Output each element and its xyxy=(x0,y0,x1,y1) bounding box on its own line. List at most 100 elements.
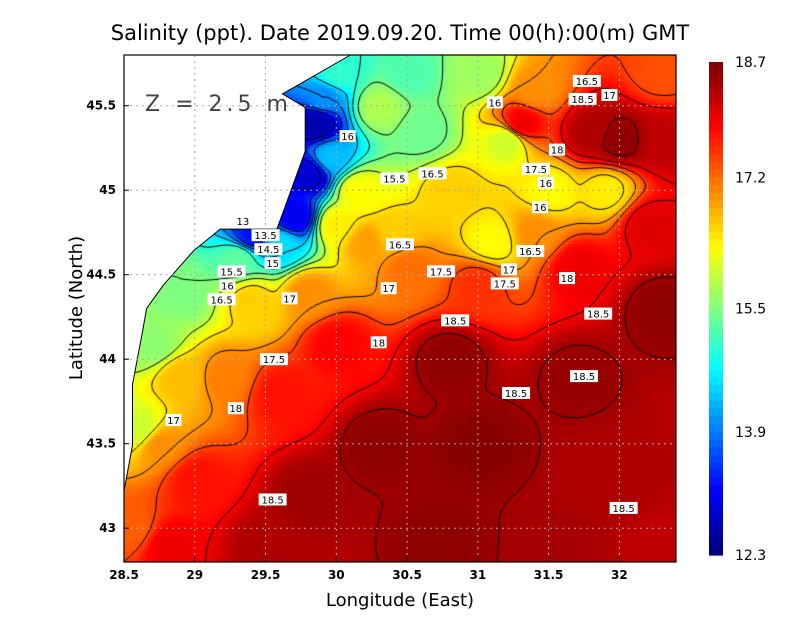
contour-label-bg xyxy=(532,201,549,214)
colorbar-swatch xyxy=(709,316,723,325)
contour-label-bg xyxy=(380,172,409,185)
colorbar: 12.3 13.9 15.5 17.2 18.7 xyxy=(709,55,766,564)
contour-label-bg xyxy=(537,176,554,189)
contour-label: 18 xyxy=(561,274,574,285)
colorbar-swatch xyxy=(709,501,723,510)
y-tick-label: 43 xyxy=(99,521,116,535)
contour-label-bg xyxy=(516,245,545,258)
colorbar-swatch xyxy=(709,85,723,94)
land-mask xyxy=(123,54,351,492)
contour-label: 17 xyxy=(503,265,516,276)
colorbar-swatch xyxy=(709,100,723,109)
colorbar-swatch xyxy=(709,508,723,518)
y-tick-label: 43.5 xyxy=(86,437,116,451)
chart-title: Salinity (ppt). Date 2019.09.20. Time 00… xyxy=(111,21,690,45)
contour-label: 16.5 xyxy=(211,295,233,306)
colorbar-swatch xyxy=(709,239,723,248)
colorbar-swatch xyxy=(709,246,723,256)
y-tick-label: 44 xyxy=(99,352,116,366)
colorbar-swatch xyxy=(709,531,723,541)
colorbar-swatch xyxy=(709,185,723,194)
colorbar-swatch xyxy=(709,462,723,471)
contour-label: 18 xyxy=(372,338,385,349)
contour-label: 15.5 xyxy=(220,267,242,278)
colorbar-swatch xyxy=(709,439,723,448)
contour-label: 18.5 xyxy=(571,95,593,106)
colorbar-swatch xyxy=(709,362,723,371)
contour-label: 16 xyxy=(539,179,552,190)
colorbar-swatch xyxy=(709,192,723,202)
contour-label-bg xyxy=(584,307,613,320)
contour-label-bg xyxy=(521,162,550,175)
colorbar-swatch xyxy=(709,408,723,417)
contour-label: 18.5 xyxy=(444,316,466,327)
colorbar-swatch xyxy=(709,354,723,364)
colorbar-swatch xyxy=(709,131,723,140)
contour-label-bg xyxy=(490,277,519,290)
colorbar-swatch xyxy=(709,277,723,286)
x-tick-label: 28.5 xyxy=(109,568,139,582)
colorbar-swatch xyxy=(709,154,723,163)
y-tick-label: 45 xyxy=(99,183,116,197)
colorbar-swatch xyxy=(709,493,723,502)
colorbar-swatch xyxy=(709,470,723,479)
colorbar-swatch xyxy=(709,77,723,86)
colorbar-swatch xyxy=(709,169,723,179)
y-tick-label: 45.5 xyxy=(86,99,116,113)
land-area xyxy=(124,55,351,491)
contour-label: 17.5 xyxy=(263,355,285,366)
contour-label: 16 xyxy=(488,98,501,109)
colorbar-swatch xyxy=(709,177,723,186)
contour-label: 18.5 xyxy=(573,372,595,383)
colorbar-swatch xyxy=(709,108,723,117)
colorbar-swatch xyxy=(709,139,723,148)
x-tick-label: 30 xyxy=(328,568,345,582)
contour-label-bg xyxy=(234,215,251,228)
contour-label: 15.5 xyxy=(383,174,405,185)
colorbar-swatch xyxy=(709,262,723,271)
colorbar-swatch xyxy=(709,146,723,156)
contour-label-bg xyxy=(207,293,236,306)
grid-lines xyxy=(124,55,676,562)
colorbar-swatch xyxy=(709,285,723,294)
contour-label: 16.5 xyxy=(576,77,598,88)
contour-label-bg xyxy=(559,272,576,285)
x-tick-label: 32 xyxy=(611,568,628,582)
contour-label: 18.5 xyxy=(261,495,283,506)
contour-label: 18.5 xyxy=(505,389,527,400)
x-tick-label: 30.5 xyxy=(392,568,422,582)
colorbar-swatch xyxy=(709,293,723,302)
x-axis-label: Longitude (East) xyxy=(326,590,474,611)
colorbar-swatch xyxy=(709,477,723,487)
contour-label: 17 xyxy=(382,284,395,295)
contour-label-bg xyxy=(264,257,281,270)
y-tick-label: 44.5 xyxy=(86,268,116,282)
contour-label: 13.5 xyxy=(254,231,276,242)
contour-label-bg xyxy=(570,370,598,383)
colorbar-swatch xyxy=(709,269,723,279)
colorbar-swatch xyxy=(709,200,723,209)
colorbar-swatch xyxy=(709,115,723,125)
contour-label: 17 xyxy=(167,416,180,427)
colorbar-tick-label: 18.7 xyxy=(735,55,766,71)
contour-label: 16.5 xyxy=(519,247,541,258)
colorbar-swatch xyxy=(709,454,723,464)
colorbar-swatch xyxy=(709,69,723,79)
colorbar-swatch xyxy=(709,516,723,525)
contour-label: 14.5 xyxy=(257,245,279,256)
contour-label: 17 xyxy=(603,91,616,102)
contour-label: 17.5 xyxy=(494,279,516,290)
contour-label-bg xyxy=(380,282,397,295)
contour-label-bg xyxy=(441,314,470,327)
colorbar-swatch xyxy=(709,539,723,548)
colorbar-swatch xyxy=(709,416,723,425)
contour-label-bg xyxy=(251,229,280,242)
y-axis: 43 43.5 44 44.5 45 45.5 xyxy=(86,99,129,535)
contour-label: 17.5 xyxy=(430,267,452,278)
colorbar-swatch xyxy=(709,447,723,456)
colorbar-swatch xyxy=(709,524,723,533)
colorbar-swatch xyxy=(709,223,723,233)
contour-label: 16 xyxy=(534,203,547,214)
